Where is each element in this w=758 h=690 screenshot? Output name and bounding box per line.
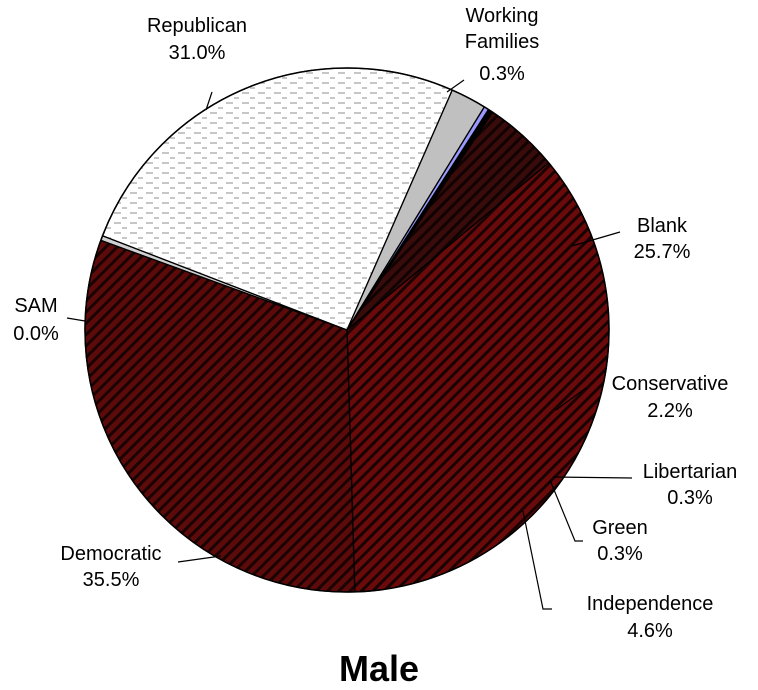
label-blank: Blank 25.7% — [634, 215, 691, 263]
leader-line-republican — [205, 91, 213, 111]
label-green: Green 0.3% — [592, 517, 648, 565]
label-independence: Independence 4.6% — [587, 593, 714, 642]
slice-name-libertarian: Libertarian — [643, 461, 738, 483]
slice-value-working-families: 0.3% — [479, 63, 525, 85]
slice-name-democratic: Democratic — [60, 543, 161, 565]
leader-line-independence — [522, 510, 552, 610]
slice-name-working-families: Working — [466, 5, 539, 27]
slice-value-sam: 0.0% — [13, 323, 59, 345]
pie-outline — [84, 67, 610, 593]
slice-value-conservative: 2.2% — [647, 400, 693, 422]
label-republican: Republican 31.0% — [147, 15, 247, 64]
leader-line-blank — [571, 231, 621, 247]
label-sam: SAM 0.0% — [13, 295, 59, 345]
label-conservative: Conservative 2.2% — [612, 373, 729, 422]
slice-value-republican: 31.0% — [169, 42, 226, 64]
slice-value-democratic: 35.5% — [83, 569, 140, 591]
leader-line-working-families — [446, 79, 465, 93]
slice-name-independence: Independence — [587, 593, 714, 615]
leader-line-democratic — [177, 555, 222, 563]
label-working-families: Working Families 0.3% — [465, 5, 539, 85]
label-democratic: Democratic 35.5% — [60, 543, 161, 591]
leader-line-sam — [66, 317, 86, 322]
leader-lines — [66, 79, 633, 610]
slice-name-green: Green — [592, 517, 648, 539]
slice-value-independence: 4.6% — [627, 620, 673, 642]
slice-name-blank: Blank — [637, 215, 688, 237]
slice-labels: Working Families 0.3% Blank 25.7% Conservativ… — [13, 5, 737, 642]
leader-line-green — [549, 479, 583, 542]
slice-value-blank: 25.7% — [634, 241, 691, 263]
slice-name-republican: Republican — [147, 15, 247, 37]
label-libertarian: Libertarian 0.3% — [643, 461, 738, 509]
pie-slices — [84, 67, 610, 593]
slice-value-libertarian: 0.3% — [667, 487, 713, 509]
chart-title: Male — [339, 648, 419, 689]
slice-value-green: 0.3% — [597, 543, 643, 565]
slice-name-sam: SAM — [14, 295, 57, 317]
slice-name-conservative: Conservative — [612, 373, 729, 395]
leader-line-conservative — [555, 387, 587, 411]
slice-name-working-families: Families — [465, 31, 539, 53]
leader-line-libertarian — [552, 476, 633, 479]
